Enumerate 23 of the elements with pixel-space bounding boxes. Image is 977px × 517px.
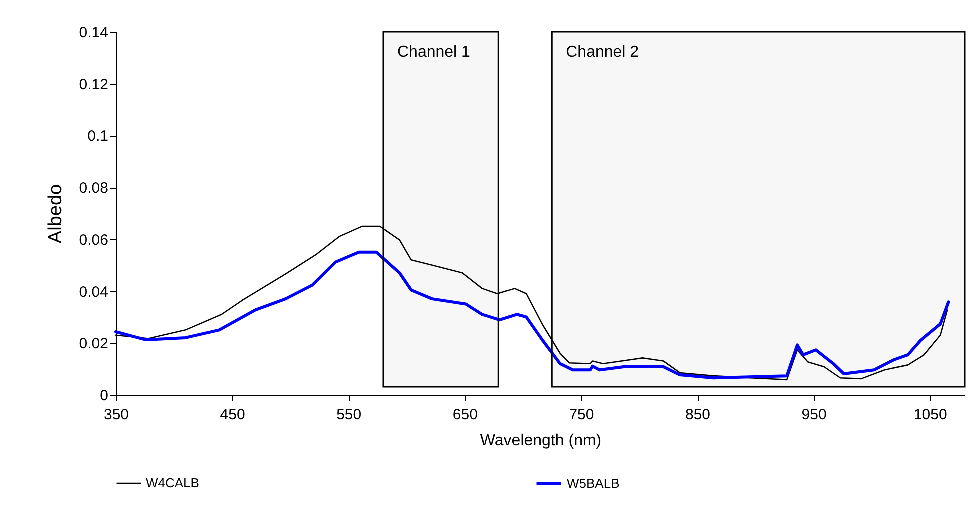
legend-label: W4CALB	[146, 476, 200, 490]
x-tick-label: 950	[802, 406, 827, 424]
y-tick-label: 0.02	[79, 336, 108, 353]
line-series	[114, 250, 950, 380]
x-axis-title: Wavelength (nm)	[480, 432, 602, 450]
band-label: Channel 2	[566, 44, 640, 61]
y-tick-label: 0	[100, 388, 108, 404]
y-tick-label: 0.08	[79, 180, 108, 198]
y-tick-label: 0.04	[79, 284, 108, 301]
band-label: Channel 1	[397, 44, 471, 61]
legend-label: W5BALB	[567, 476, 620, 491]
x-tick-label: 1050	[914, 406, 948, 424]
y-tick-label: 0.12	[79, 76, 108, 94]
x-tick-label: 450	[220, 406, 246, 424]
y-tick-label: 0.1	[88, 128, 108, 146]
y-tick-label: 0.06	[79, 232, 108, 249]
x-tick-label: 550	[336, 406, 362, 424]
y-axis-title: Albedo	[45, 184, 66, 244]
x-tick-label: 750	[569, 406, 594, 424]
x-tick-label: 850	[685, 406, 711, 424]
x-tick-label: 350	[104, 406, 130, 424]
y-tick-label: 0.14	[79, 24, 108, 42]
x-tick-label: 650	[452, 406, 478, 424]
